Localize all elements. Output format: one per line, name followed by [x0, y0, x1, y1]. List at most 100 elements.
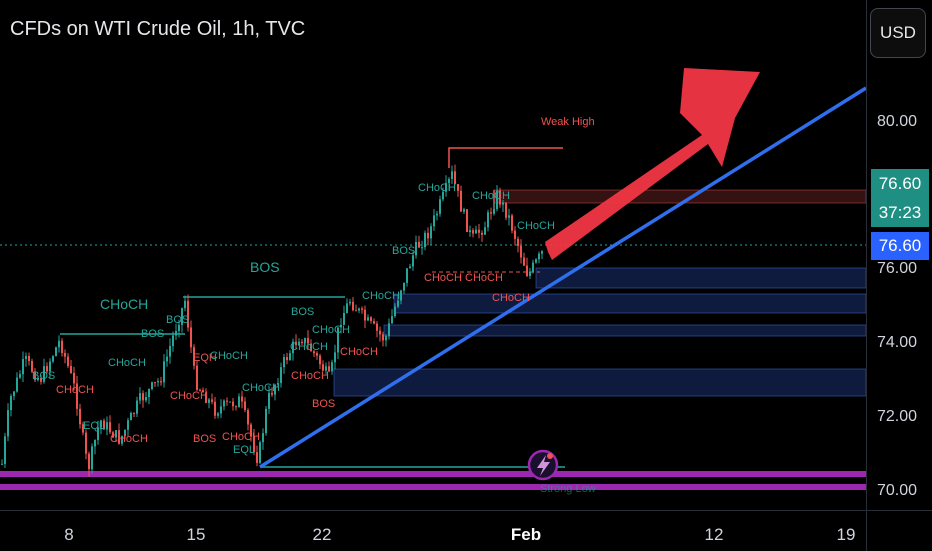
candle-body [298, 341, 300, 346]
candle-body [463, 209, 465, 212]
candle-body [187, 300, 189, 328]
candle-body [274, 384, 276, 395]
choch-label: CHoCH [492, 292, 530, 304]
candle-body [352, 301, 354, 311]
candle-body [220, 406, 222, 414]
candle-body [397, 300, 399, 307]
candle-body [247, 410, 249, 425]
candle-body [124, 429, 126, 436]
currency-button[interactable]: USD [870, 8, 926, 58]
candle-body [319, 355, 321, 365]
candle-body [316, 353, 318, 356]
candle-body [289, 353, 291, 361]
candle-body [139, 393, 141, 401]
bearish-order-block [493, 189, 866, 204]
choch-label: CHoCH [312, 324, 350, 336]
candle-body [481, 232, 483, 235]
candle-body [82, 424, 84, 433]
axis-corner [866, 510, 932, 551]
candle-body [337, 327, 339, 353]
price-axis[interactable]: 80.00 76.60 37:23 76.60 76.00 74.00 72.0… [866, 0, 932, 510]
candle-body [172, 335, 174, 347]
candle-body [295, 341, 297, 346]
candle-body [1, 463, 3, 465]
candle-body [325, 366, 327, 371]
candle-body [433, 215, 435, 227]
candle-body [349, 301, 351, 304]
candle-body [253, 436, 255, 453]
choch-label: CHoCH [110, 433, 148, 445]
candle-body [136, 400, 138, 414]
bullish-arrow[interactable] [545, 68, 760, 260]
time-tick: 12 [704, 525, 724, 544]
candle-body [493, 209, 495, 214]
candle-body [13, 391, 15, 397]
candle-body [190, 327, 192, 348]
choch-label: CHoCH [362, 290, 400, 302]
symbol-title[interactable]: CFDs on WTI Crude Oil, 1h, TVC [10, 18, 306, 40]
candle-body [424, 232, 426, 248]
candle-body [127, 420, 129, 430]
candle-body [34, 371, 36, 381]
candle-body [106, 422, 108, 430]
candle-body [403, 282, 405, 291]
candle-body [256, 452, 258, 463]
choch-label: CHoCH [242, 382, 280, 394]
candle-body [445, 183, 447, 192]
bos-label: BOS [392, 245, 416, 257]
candle-body [79, 408, 81, 425]
eql-label: EQL [233, 444, 256, 456]
candle-body [448, 178, 450, 184]
candle-body [334, 352, 336, 363]
candle-body [385, 336, 387, 341]
candle-body [70, 365, 72, 373]
candle-body [418, 241, 420, 248]
bos-label: BOS [141, 328, 165, 340]
candle-body [115, 430, 117, 438]
time-tick: 15 [186, 525, 206, 544]
choch-label: CHoCH [418, 182, 456, 194]
time-axis[interactable]: 8 15 22 Feb 12 19 [0, 510, 866, 551]
candle-body [193, 347, 195, 366]
candle-body [76, 383, 78, 409]
candle-body [133, 412, 135, 414]
candle-body [421, 247, 423, 249]
candle-body [406, 268, 408, 283]
candlestick-series [1, 164, 543, 477]
candle-body [103, 420, 105, 430]
bullish-order-block [383, 324, 866, 337]
candle-body [67, 356, 69, 366]
bos-label: BOS [193, 433, 217, 445]
price-chart-canvas[interactable] [0, 0, 866, 510]
lightning-icon[interactable] [527, 449, 559, 481]
candle-body [37, 377, 39, 381]
candle-body [184, 300, 186, 309]
bos-label: BOS [291, 306, 315, 318]
candle-body [427, 232, 429, 239]
candle-body [28, 356, 30, 361]
candle-body [340, 324, 342, 328]
choch-label: CHoCH [424, 272, 462, 284]
candle-body [25, 356, 27, 360]
candle-body [382, 334, 384, 341]
candle-body [202, 389, 204, 393]
candle-body [388, 323, 390, 337]
candle-body [358, 308, 360, 311]
candle-body [217, 413, 219, 416]
ascending-trendline[interactable] [259, 86, 866, 469]
last-price-tag: 76.60 37:23 [871, 169, 929, 227]
candle-body [55, 347, 57, 357]
price-tick: 80.00 [877, 113, 918, 130]
candle-body [31, 360, 33, 372]
candle-body [160, 381, 162, 383]
candle-body [451, 171, 453, 179]
support-zone-band [0, 484, 866, 490]
candle-body [526, 265, 528, 277]
choch-label: CHoCH [465, 272, 503, 284]
candle-body [442, 191, 444, 200]
candle-body [454, 171, 456, 185]
candle-body [328, 366, 330, 372]
candle-body [439, 199, 441, 214]
chart-pane[interactable]: Weak High Strong Low BOS CHoCH CHoCH CHo… [0, 0, 866, 510]
price-tick: 76.00 [877, 260, 918, 277]
